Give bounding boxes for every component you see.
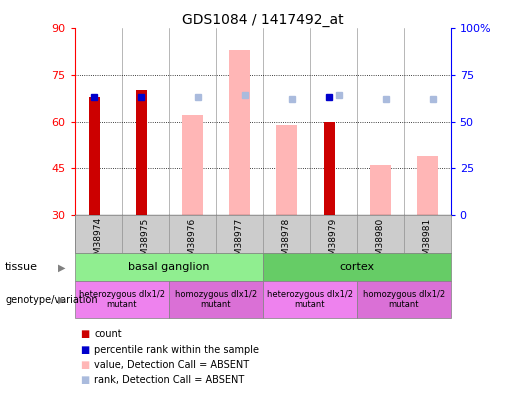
Bar	[356, 281, 451, 318]
Bar	[417, 156, 438, 215]
Text: homozygous dlx1/2
mutant: homozygous dlx1/2 mutant	[175, 290, 256, 309]
Text: cortex: cortex	[339, 262, 374, 272]
Text: value, Detection Call = ABSENT: value, Detection Call = ABSENT	[94, 360, 249, 370]
Text: ■: ■	[80, 345, 89, 354]
Text: heterozygous dlx1/2
mutant: heterozygous dlx1/2 mutant	[79, 290, 165, 309]
Bar	[263, 281, 356, 318]
Text: basal ganglion: basal ganglion	[128, 262, 210, 272]
Bar	[229, 50, 250, 215]
Text: GSM38976: GSM38976	[187, 217, 197, 266]
Text: ▶: ▶	[58, 295, 65, 305]
Text: GSM38981: GSM38981	[423, 217, 432, 266]
Text: count: count	[94, 329, 122, 339]
Text: GSM38979: GSM38979	[329, 217, 338, 266]
Text: ■: ■	[80, 329, 89, 339]
Bar	[276, 125, 297, 215]
Bar	[370, 165, 391, 215]
Text: GSM38975: GSM38975	[141, 217, 150, 266]
Text: GSM38977: GSM38977	[235, 217, 244, 266]
Bar	[324, 122, 335, 215]
Bar	[263, 253, 451, 281]
Bar	[75, 253, 263, 281]
Text: ■: ■	[80, 375, 89, 385]
Text: percentile rank within the sample: percentile rank within the sample	[94, 345, 259, 354]
Title: GDS1084 / 1417492_at: GDS1084 / 1417492_at	[182, 13, 344, 27]
Bar	[168, 281, 263, 318]
Text: genotype/variation: genotype/variation	[5, 295, 98, 305]
Text: heterozygous dlx1/2
mutant: heterozygous dlx1/2 mutant	[267, 290, 353, 309]
Bar	[75, 281, 168, 318]
Text: rank, Detection Call = ABSENT: rank, Detection Call = ABSENT	[94, 375, 245, 385]
Bar	[136, 90, 147, 215]
Text: GSM38978: GSM38978	[282, 217, 290, 266]
Bar	[89, 97, 99, 215]
Text: GSM38974: GSM38974	[94, 217, 102, 266]
Text: tissue: tissue	[5, 262, 38, 272]
Bar	[182, 115, 203, 215]
Text: ■: ■	[80, 360, 89, 370]
Text: GSM38980: GSM38980	[375, 217, 385, 266]
Text: ▶: ▶	[58, 262, 65, 272]
Text: homozygous dlx1/2
mutant: homozygous dlx1/2 mutant	[363, 290, 444, 309]
